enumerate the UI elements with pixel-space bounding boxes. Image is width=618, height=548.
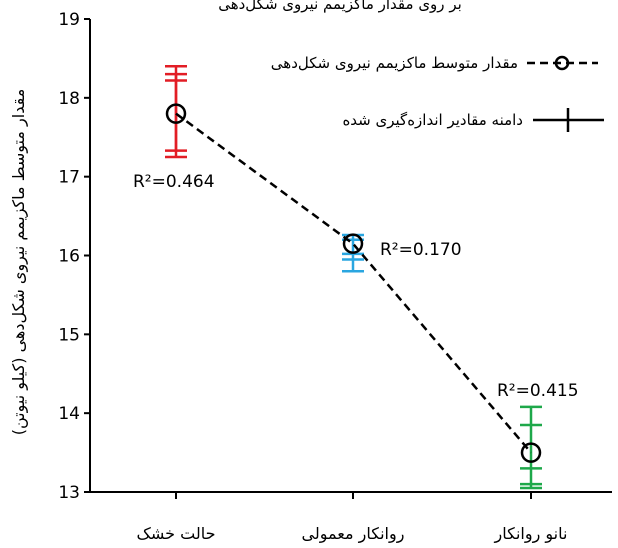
axes <box>89 19 612 493</box>
r2-annotations: R²=0.464 R²=0.170 R²=0.415 <box>133 172 579 401</box>
y-tick-label: 19 <box>58 10 80 30</box>
y-tick-label: 16 <box>58 247 80 267</box>
range-bars <box>165 65 542 490</box>
y-ticks: 13 14 15 16 17 18 19 <box>58 10 90 503</box>
r2-annotation: R²=0.415 <box>497 381 579 401</box>
y-tick-label: 17 <box>58 168 80 188</box>
data-point-marker <box>342 233 364 254</box>
y-tick-label: 15 <box>58 325 80 345</box>
data-point-marker <box>165 103 187 124</box>
legend-entry-mean: مقدار متوسط ماکزیمم نیروی شکل‌دهی <box>271 54 598 72</box>
series-lines <box>175 112 532 454</box>
legend-range-label: دامنه مقادیر اندازه‌گیری شده <box>342 111 523 129</box>
y-tick-label: 13 <box>58 483 80 503</box>
top-caption: بر روی مقدار ماکزیمم نیروی شکل‌دهی <box>218 0 462 13</box>
y-axis-label: مقدار متوسط ماکزیمم نیروی شکل‌دهی (کیلو … <box>9 89 29 436</box>
x-category-label: روانکار معمولی <box>302 524 405 544</box>
x-category-label: نانو روانکار <box>494 524 568 544</box>
x-category-label: حالت خشک <box>137 524 216 543</box>
x-labels: حالت خشک روانکار معمولی نانو روانکار <box>137 492 568 544</box>
legend-entry-range: دامنه مقادیر اندازه‌گیری شده <box>342 108 604 132</box>
r2-annotation: R²=0.464 <box>133 172 215 192</box>
data-point-marker <box>520 442 542 463</box>
series-line-mean <box>175 112 532 454</box>
y-tick-label: 18 <box>58 89 80 109</box>
legend: مقدار متوسط ماکزیمم نیروی شکل‌دهی دامنه … <box>271 54 604 132</box>
r2-annotation: R²=0.170 <box>380 240 462 260</box>
legend-mean-swatch-marker <box>554 55 570 71</box>
series-markers <box>165 103 542 463</box>
legend-mean-label: مقدار متوسط ماکزیمم نیروی شکل‌دهی <box>271 54 518 72</box>
y-tick-label: 14 <box>58 404 80 424</box>
